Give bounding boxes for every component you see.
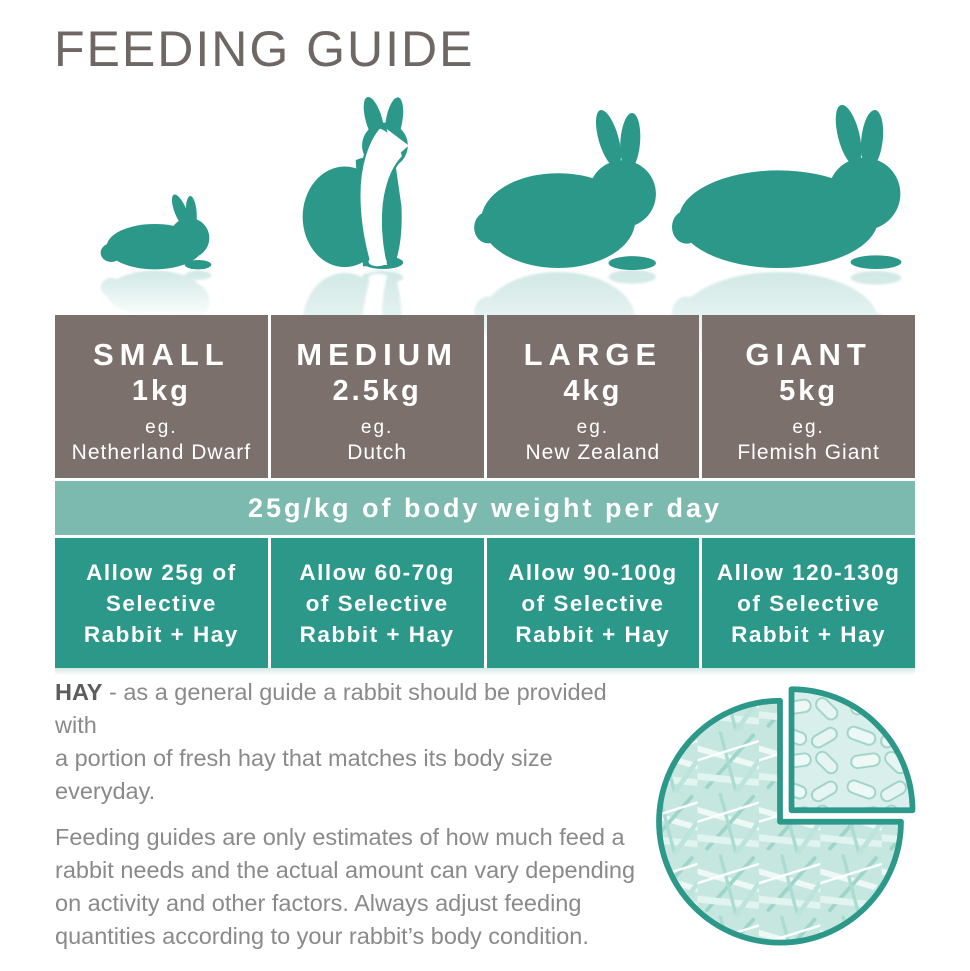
hay-note-line: HAY - as a general guide a rabbit should…	[55, 676, 655, 742]
page-title: FEEDING GUIDE	[54, 21, 475, 77]
large-rabbit-icon	[474, 107, 657, 270]
hay-label: HAY	[55, 679, 103, 705]
allowance-large: Allow 90-100g of Selective Rabbit + Hay	[486, 538, 700, 668]
small-rabbit-icon	[100, 192, 211, 270]
allowance-line: Rabbit + Hay	[515, 621, 671, 647]
size-column-medium: MEDIUM 2.5kg eg. Dutch	[270, 315, 484, 478]
notes-block: HAY - as a general guide a rabbit should…	[55, 676, 655, 971]
allowance-line: Rabbit + Hay	[299, 621, 455, 647]
size-label: GIANT	[745, 337, 872, 372]
rabbit-giant-cell	[671, 104, 915, 436]
allowance-line: Rabbit + Hay	[83, 621, 239, 647]
daily-ration-banner: 25g/kg of body weight per day	[55, 481, 915, 535]
rabbit-small-cell	[98, 190, 218, 348]
allowance-line: Allow 25g of	[86, 559, 237, 585]
allowance-line: Rabbit + Hay	[731, 621, 887, 647]
size-column-giant: GIANT 5kg eg. Flemish Giant	[702, 315, 915, 478]
feeding-note-line: Feeding guides are only estimates of how…	[55, 824, 625, 850]
size-eg: eg.	[576, 417, 610, 438]
size-label: LARGE	[523, 337, 663, 372]
feeding-table: SMALL 1kg eg. Netherland Dwarf MEDIUM 2.…	[55, 315, 915, 668]
hay-note-text: - as a general guide a rabbit should be …	[55, 679, 607, 738]
size-breed: Netherland Dwarf	[71, 441, 252, 464]
allowance-small: Allow 25g of Selective Rabbit + Hay	[55, 538, 268, 668]
rabbit-large-cell	[474, 107, 662, 433]
hay-wedge	[656, 697, 904, 946]
hay-note-line: a portion of fresh hay that matches its …	[55, 745, 553, 804]
size-breed: New Zealand	[525, 441, 661, 464]
allowance-giant: Allow 120-130g of Selective Rabbit + Hay	[702, 538, 915, 668]
feeding-note-line: on activity and other factors. Always ad…	[55, 890, 582, 916]
size-header-row: SMALL 1kg eg. Netherland Dwarf MEDIUM 2.…	[55, 315, 915, 478]
rabbit-size-illustrations	[55, 92, 915, 444]
feeding-note: Feeding guides are only estimates of how…	[55, 821, 655, 953]
size-column-large: LARGE 4kg eg. New Zealand	[486, 315, 700, 478]
size-label: SMALL	[92, 337, 230, 372]
hay-note: HAY - as a general guide a rabbit should…	[55, 676, 655, 808]
giant-rabbit-icon	[671, 104, 902, 269]
size-eg: eg.	[145, 417, 178, 438]
allowance-line: of Selective	[521, 590, 665, 616]
size-breed: Flemish Giant	[737, 441, 880, 464]
allowance-line: Allow 120-130g	[716, 559, 901, 585]
allowance-line: of Selective	[737, 590, 881, 616]
size-breed: Dutch	[347, 441, 408, 464]
size-label: MEDIUM	[296, 337, 458, 372]
feeding-note-line: rabbit needs and the actual amount can v…	[55, 857, 636, 883]
size-eg: eg.	[792, 417, 825, 438]
hay-pellets-pie-icon	[656, 686, 916, 946]
pellet-quarter-wedge	[788, 686, 916, 814]
allowance-line: of Selective	[305, 590, 449, 616]
rabbit-medium-cell	[299, 96, 427, 444]
allowance-line: Selective	[105, 590, 217, 616]
size-column-small: SMALL 1kg eg. Netherland Dwarf	[55, 315, 268, 478]
size-weight: 5kg	[779, 375, 839, 407]
allowance-line: Allow 60-70g	[299, 559, 455, 585]
allowance-medium: Allow 60-70g of Selective Rabbit + Hay	[270, 538, 484, 668]
size-eg: eg.	[360, 417, 394, 438]
size-weight: 4kg	[563, 375, 623, 407]
allowance-line: Allow 90-100g	[508, 559, 678, 585]
size-weight: 1kg	[131, 375, 191, 407]
feeding-note-line: quantities according to your rabbit’s bo…	[55, 923, 589, 949]
allowance-row: Allow 25g of Selective Rabbit + Hay Allo…	[55, 538, 915, 668]
medium-dutch-rabbit-icon	[301, 96, 410, 270]
size-weight: 2.5kg	[332, 375, 422, 407]
